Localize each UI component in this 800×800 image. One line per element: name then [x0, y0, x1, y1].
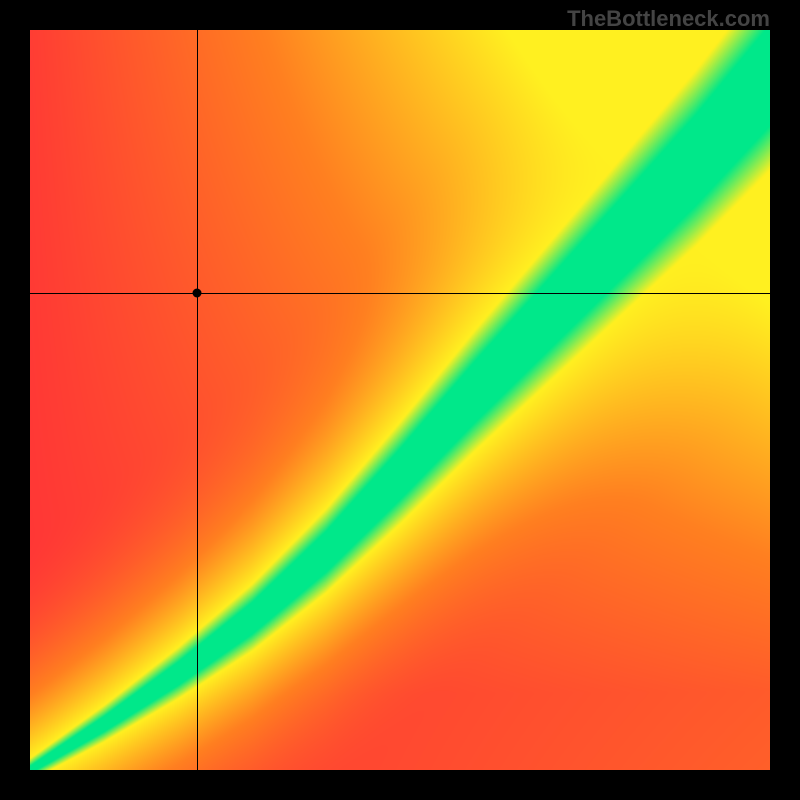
crosshair-vertical: [197, 30, 198, 770]
crosshair-horizontal: [30, 293, 770, 294]
crosshair-marker: [192, 288, 201, 297]
heatmap-canvas: [30, 30, 770, 770]
chart-container: TheBottleneck.com: [0, 0, 800, 800]
attribution-text: TheBottleneck.com: [567, 6, 770, 32]
heatmap-chart: [30, 30, 770, 770]
